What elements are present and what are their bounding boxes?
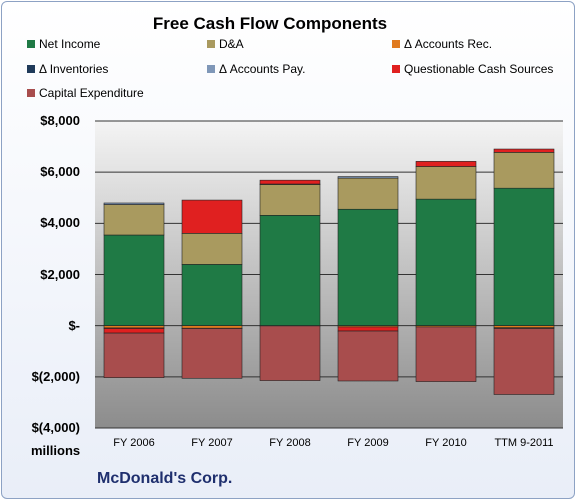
- legend-label: Δ Accounts Rec.: [404, 37, 493, 51]
- legend-item-accounts-rec: Δ Accounts Rec.: [392, 36, 492, 52]
- units-label: millions: [31, 443, 81, 458]
- bar-segment: [415, 161, 477, 167]
- legend-swatch: [392, 39, 400, 48]
- legend-item-questionable: Questionable Cash Sources: [392, 61, 553, 77]
- legend-item-accounts-pay: Δ Accounts Pay.: [207, 61, 306, 77]
- bar-segment: [181, 233, 243, 265]
- x-tick-label: FY 2006: [113, 437, 155, 449]
- legend-label: Δ Accounts Pay.: [219, 62, 306, 76]
- y-tick-label: $6,000: [40, 164, 80, 180]
- company-name: McDonald's Corp.: [97, 470, 233, 487]
- legend-label: D&A: [219, 37, 244, 51]
- bar-segment: [259, 179, 321, 185]
- legend-label: Δ Inventories: [39, 62, 109, 76]
- bar-segment: [259, 325, 321, 381]
- legend-label: Capital Expenditure: [39, 86, 144, 100]
- legend-item-net-income: Net Income: [27, 36, 100, 52]
- bar-segment: [259, 184, 321, 216]
- bar-segment: [415, 326, 477, 382]
- bar-segment: [337, 330, 399, 382]
- legend-swatch: [27, 39, 35, 48]
- legend-item-da: D&A: [207, 36, 244, 52]
- y-tick-label: $2,000: [40, 266, 80, 282]
- x-tick-label: FY 2008: [269, 437, 311, 449]
- y-tick-label: $8,000: [40, 113, 80, 128]
- bar-segment: [493, 325, 555, 329]
- y-tick-label: $4,000: [40, 215, 80, 231]
- bar-segment: [103, 204, 165, 236]
- legend-item-inventories: Δ Inventories: [27, 61, 108, 77]
- bar-segment: [103, 332, 165, 378]
- bar-segment: [493, 152, 555, 189]
- legend-swatch: [392, 64, 400, 73]
- y-tick-label: $(4,000): [31, 420, 80, 435]
- bar-segment: [103, 325, 165, 329]
- bar-segment: [337, 177, 399, 210]
- legend-item-capex: Capital Expenditure: [27, 85, 144, 101]
- bar-segment: [415, 198, 477, 326]
- bar-segment: [493, 187, 555, 326]
- legend-label: Net Income: [39, 37, 101, 51]
- y-tick-label: $(2,000): [31, 368, 80, 384]
- chart-title: Free Cash Flow Components: [152, 14, 388, 33]
- bar-segment: [103, 202, 165, 205]
- x-tick-label: TTM 9-2011: [494, 437, 554, 449]
- bar-segment: [337, 208, 399, 326]
- legend-swatch: [27, 64, 35, 73]
- legend-label: Questionable Cash Sources: [404, 62, 554, 76]
- bar-segment: [415, 166, 477, 200]
- x-tick-label: FY 2007: [191, 437, 233, 449]
- legend-swatch: [207, 39, 215, 48]
- bar-segment: [337, 326, 399, 332]
- bar-segment: [493, 328, 555, 395]
- bar-segment: [181, 264, 243, 326]
- bar-segment: [181, 199, 243, 234]
- x-tick-label: FY 2010: [425, 437, 467, 449]
- bar-segment: [337, 176, 399, 179]
- x-tick-label: FY 2009: [347, 437, 389, 449]
- bar-segment: [181, 325, 243, 329]
- bar-segment: [103, 328, 165, 334]
- legend-swatch: [207, 64, 215, 73]
- y-tick-label: $-: [68, 317, 80, 333]
- bar-segment: [259, 215, 321, 326]
- bar-segment: [103, 234, 165, 326]
- legend-swatch: [27, 88, 35, 97]
- bar-segment: [181, 328, 243, 379]
- bar-segment: [493, 148, 555, 153]
